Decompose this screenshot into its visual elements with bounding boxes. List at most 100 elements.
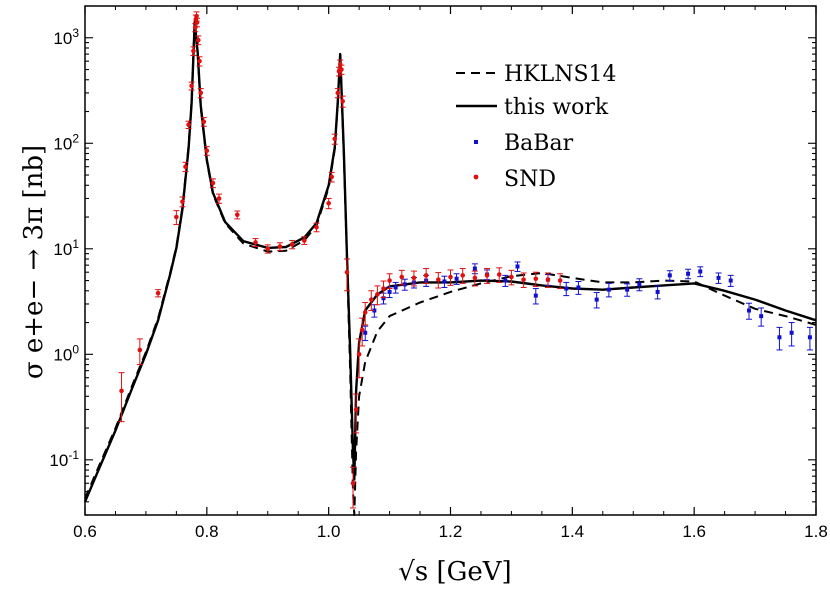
snd-point <box>496 272 502 277</box>
snd-point <box>340 98 345 104</box>
babar-point <box>503 278 508 283</box>
babar-point <box>576 285 581 290</box>
x-tick-label: 1.0 <box>317 522 341 541</box>
snd-point <box>411 275 417 281</box>
y-tick-label: 103 <box>53 26 79 48</box>
x-tick-label: 1.4 <box>561 522 585 541</box>
babar-point <box>402 282 407 287</box>
x-axis-label: √s [GeV] <box>398 557 511 587</box>
y-tick-label: 102 <box>53 131 79 153</box>
babar-point <box>606 287 611 292</box>
this-work-curve <box>83 21 817 503</box>
x-tick-label: 0.8 <box>195 522 219 541</box>
snd-point <box>196 37 201 43</box>
snd-point <box>186 122 191 127</box>
babar-point <box>728 278 733 283</box>
x-tick-label: 0.6 <box>73 522 97 541</box>
x-tick-label: 1.6 <box>682 522 706 541</box>
theory-curves <box>83 19 817 516</box>
snd-point <box>387 278 392 283</box>
babar-point <box>515 264 520 269</box>
snd-point <box>369 297 374 302</box>
babar-point <box>363 330 368 335</box>
snd-point <box>216 196 222 201</box>
snd-point <box>277 244 283 249</box>
snd-point <box>344 269 350 275</box>
snd-point <box>381 286 386 291</box>
babar-point <box>393 285 398 290</box>
y-axis-ticks: 10-1 100 101 102 103 <box>49 5 816 516</box>
snd-point <box>183 164 188 169</box>
legend-hklns-label: HKLNS14 <box>504 62 617 87</box>
snd-point <box>155 290 161 296</box>
babar-point <box>387 289 392 294</box>
snd-point <box>335 90 341 96</box>
babar-point <box>759 314 764 319</box>
x-axis-ticks: 0.6 0.8 1.0 1.2 1.4 1.6 1.8 <box>73 6 828 541</box>
legend-snd-label: SND <box>504 167 556 192</box>
legend: HKLNS14 this work BaBar SND <box>456 62 617 192</box>
snd-point <box>557 278 563 283</box>
snd-point <box>332 136 338 142</box>
babar-point <box>564 286 569 291</box>
snd-point <box>350 480 356 486</box>
babar-point <box>637 282 642 287</box>
snd-point <box>521 277 526 282</box>
snd-point <box>253 240 258 245</box>
snd-point <box>210 180 216 186</box>
snd-point <box>533 276 539 282</box>
x-tick-label: 1.2 <box>439 522 463 541</box>
snd-point <box>180 199 185 204</box>
snd-point <box>119 388 124 394</box>
snd-point <box>423 273 429 278</box>
snd-point <box>194 20 200 25</box>
babar-point <box>746 308 751 313</box>
snd-point <box>375 292 380 297</box>
snd-point <box>234 212 240 218</box>
babar-point <box>667 273 672 278</box>
snd-point <box>314 224 319 230</box>
snd-point <box>509 274 514 280</box>
snd-point <box>339 67 344 72</box>
snd-point <box>201 119 207 125</box>
babar-point <box>698 269 703 274</box>
snd-point <box>189 83 194 89</box>
snd-point <box>399 274 405 280</box>
snd-point <box>460 273 465 278</box>
babar-point <box>655 289 660 294</box>
snd-point <box>198 90 204 96</box>
snd-point <box>484 273 490 278</box>
snd-point <box>472 275 478 281</box>
y-tick-label: 101 <box>53 237 79 259</box>
plot-frame <box>84 5 817 516</box>
x-tick-label: 1.8 <box>804 522 828 541</box>
babar-point <box>789 330 794 335</box>
babar-point <box>777 335 782 340</box>
legend-babar-marker <box>474 140 478 144</box>
snd-point <box>448 274 453 280</box>
y-tick-label: 10-1 <box>49 448 79 470</box>
snd-point <box>362 310 368 315</box>
babar-point <box>686 271 691 276</box>
babar-point <box>594 297 599 302</box>
snd-point <box>265 246 271 252</box>
snd-point <box>204 148 210 154</box>
hklns14-curve <box>84 19 817 516</box>
snd-point <box>326 200 331 206</box>
y-axis-label: σ e+e− → 3π [nb] <box>19 145 49 379</box>
snd-point <box>174 214 179 220</box>
data-points <box>118 11 813 509</box>
snd-point <box>302 238 307 243</box>
snd-point <box>545 277 551 282</box>
legend-this-work-label: this work <box>504 95 609 120</box>
babar-point <box>442 279 447 284</box>
babar-point <box>454 276 459 281</box>
babar-point <box>472 266 477 271</box>
snd-point <box>436 277 441 282</box>
snd-point <box>353 407 359 412</box>
snd-point <box>197 58 202 64</box>
snd-point <box>137 347 143 353</box>
snd-point <box>289 242 295 247</box>
snd-point <box>329 174 335 180</box>
